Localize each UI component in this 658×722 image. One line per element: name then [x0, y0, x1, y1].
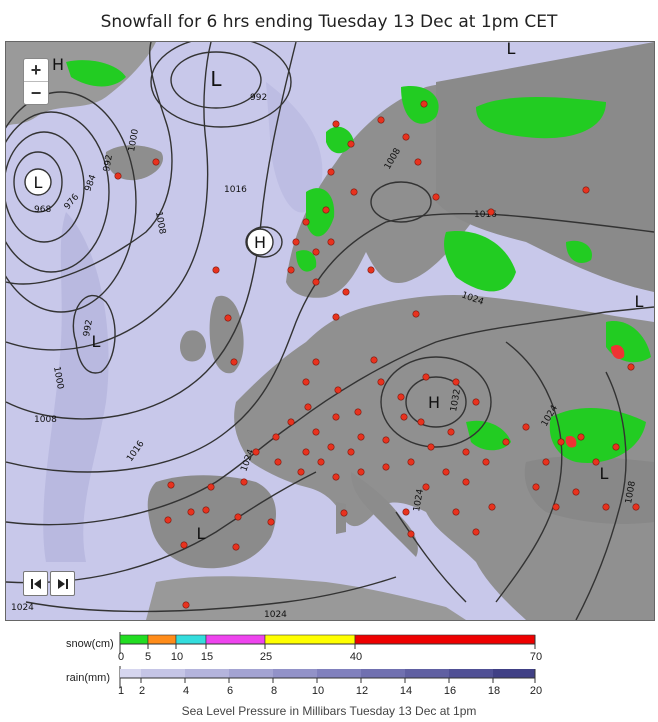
snow-tick: 10 — [170, 651, 184, 663]
isobar-label: 1032 — [449, 388, 463, 412]
snow-tick: 40 — [349, 651, 363, 663]
rain-tick: 14 — [399, 685, 413, 697]
isobar-label: 1000 — [51, 366, 65, 391]
rain-tick: 16 — [443, 685, 457, 697]
rain-tick: 18 — [487, 685, 501, 697]
pressure-center-label: L — [34, 173, 43, 192]
rain-tick: 20 — [529, 685, 543, 697]
isobar-label: 992 — [82, 319, 95, 338]
isobar-label: 968 — [34, 205, 51, 215]
snow-tick: 5 — [144, 651, 152, 663]
iceland-land — [105, 145, 164, 181]
city-markers — [114, 100, 640, 609]
isobar-label: 1008 — [624, 480, 638, 505]
great-britain-land — [209, 295, 244, 374]
rain-legend-label: rain(mm) — [66, 672, 110, 684]
next-frame-button[interactable] — [50, 571, 75, 596]
low-marker — [24, 168, 52, 196]
iberia-land — [147, 475, 276, 569]
skip-forward-icon — [57, 578, 68, 589]
weather-map[interactable]: L L L H H H L L L L 992 1000 992 984 976… — [5, 41, 655, 621]
pressure-center-label: L — [507, 42, 516, 58]
snow-tick: 70 — [529, 651, 543, 663]
rain-tick: 6 — [226, 685, 234, 697]
rain-tick: 2 — [138, 685, 146, 697]
isobar-label: 1000 — [127, 128, 141, 153]
isobars — [6, 42, 654, 620]
skip-back-icon — [30, 578, 41, 589]
isobar-label: 992 — [250, 93, 267, 103]
pressure-center-label: L — [210, 67, 222, 91]
rain-tick: 1 — [117, 685, 125, 697]
isobar-label: 1024 — [264, 610, 287, 620]
rain-tick: 8 — [270, 685, 278, 697]
map-canvas: L L L H H H L L L L 992 1000 992 984 976… — [6, 42, 654, 620]
snow-legend-label: snow(cm) — [66, 638, 114, 650]
snow-patches — [66, 60, 651, 463]
legend: snow(cm) 0 5 10 15 25 40 70 rain(mm) — [0, 620, 658, 700]
pressure-center-label: L — [635, 292, 644, 311]
isobar-label: 1016 — [224, 185, 247, 195]
rain-tick: 10 — [311, 685, 325, 697]
snow-tick: 0 — [117, 651, 125, 663]
mainland-europe-land — [234, 295, 654, 620]
map-caption: Sea Level Pressure in Millibars Tuesday … — [181, 704, 477, 718]
isobar-label: 992 — [102, 154, 115, 173]
sardinia-land — [336, 502, 346, 534]
pressure-center-label: H — [254, 233, 266, 252]
snow-tick: 15 — [200, 651, 214, 663]
rain-band-north — [266, 82, 323, 213]
ireland-land — [180, 330, 206, 362]
rain-band-atlantic — [43, 212, 109, 562]
pressure-center-label: L — [92, 332, 101, 351]
isobar-label: 1008 — [153, 211, 167, 236]
pressure-center-label: H — [52, 55, 64, 74]
map-title: Snowfall for 6 hrs ending Tuesday 13 Dec… — [100, 12, 558, 32]
previous-frame-button[interactable] — [23, 571, 48, 596]
zoom-control: + − — [23, 58, 49, 105]
high-marker — [246, 228, 274, 256]
zoom-out-button[interactable]: − — [24, 81, 48, 104]
time-nav — [23, 571, 75, 596]
pressure-center-label: H — [428, 393, 440, 412]
snow-scale-bar — [119, 632, 536, 654]
zoom-in-button[interactable]: + — [30, 60, 42, 80]
isobar-label: 1008 — [34, 415, 57, 425]
pressure-center-label: L — [197, 524, 206, 543]
rain-tick: 12 — [355, 685, 369, 697]
heavy-snow-patches — [565, 345, 625, 448]
isobar-label: 1016 — [474, 210, 497, 220]
isobar-label: 1024 — [412, 488, 426, 513]
isobar-label: 1024 — [11, 603, 34, 613]
north-africa-land — [146, 576, 466, 620]
rain-scale-bar — [119, 666, 536, 688]
pressure-center-label: L — [600, 464, 609, 483]
italy-land — [351, 472, 418, 557]
rain-tick: 4 — [182, 685, 190, 697]
snow-tick: 25 — [259, 651, 273, 663]
pressure-centers: L L L H H H L L L L — [24, 42, 644, 543]
